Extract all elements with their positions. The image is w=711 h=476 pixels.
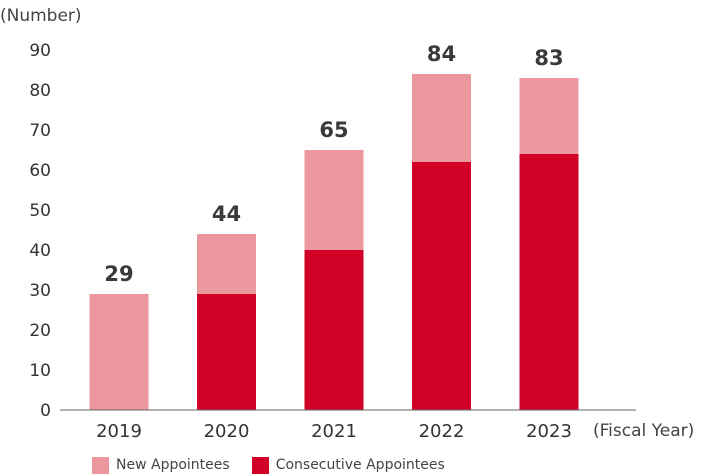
total-labels: 29 44 65 84 83 bbox=[104, 42, 563, 286]
legend-item-new-appointees: New Appointees bbox=[92, 456, 230, 474]
x-tick-label: 2020 bbox=[204, 421, 250, 442]
y-tick-label: 20 bbox=[29, 321, 51, 341]
legend-label-new-appointees: New Appointees bbox=[116, 457, 230, 473]
total-label: 83 bbox=[534, 46, 563, 70]
legend-swatch-consecutive-appointees bbox=[251, 456, 269, 474]
x-axis-label: (Fiscal Year) bbox=[593, 421, 694, 441]
x-tick-label: 2022 bbox=[419, 421, 465, 442]
bar-consecutive-appointees-2020 bbox=[197, 294, 256, 410]
bar-consecutive-appointees-2022 bbox=[412, 162, 471, 410]
bar-new-appointees-2020 bbox=[197, 234, 256, 294]
y-tick-label: 40 bbox=[29, 241, 51, 261]
y-tick-label: 60 bbox=[29, 161, 51, 181]
bars bbox=[89, 74, 579, 410]
legend-item-consecutive-appointees: Consecutive Appointees bbox=[251, 456, 445, 474]
y-axis-label: (Number) bbox=[0, 6, 82, 26]
bar-consecutive-appointees-2023 bbox=[519, 154, 579, 410]
legend-swatch-new-appointees bbox=[92, 456, 109, 474]
bar-new-appointees-2022 bbox=[412, 74, 471, 162]
total-label: 29 bbox=[104, 262, 133, 286]
y-tick-label: 50 bbox=[29, 201, 51, 221]
total-label: 44 bbox=[212, 202, 241, 226]
y-tick-label: 0 bbox=[40, 401, 51, 421]
legend: New Appointees Consecutive Appointees bbox=[92, 455, 467, 475]
bar-new-appointees-2021 bbox=[304, 150, 364, 250]
y-tick-label: 70 bbox=[29, 121, 51, 141]
bar-consecutive-appointees-2021 bbox=[304, 250, 364, 410]
total-label: 84 bbox=[427, 42, 456, 66]
y-tick-label: 90 bbox=[29, 41, 51, 61]
y-tick-labels: 0 10 20 30 40 50 60 70 80 90 bbox=[29, 41, 51, 421]
x-tick-label: 2019 bbox=[96, 421, 142, 442]
x-tick-label: 2021 bbox=[311, 421, 357, 442]
bar-new-appointees-2019 bbox=[89, 294, 149, 410]
y-tick-label: 80 bbox=[29, 81, 51, 101]
x-tick-label: 2023 bbox=[526, 421, 572, 442]
total-label: 65 bbox=[319, 118, 348, 142]
y-tick-label: 30 bbox=[29, 281, 51, 301]
x-tick-labels: 2019 2020 2021 2022 2023 bbox=[96, 421, 572, 442]
y-tick-label: 10 bbox=[29, 361, 51, 381]
legend-label-consecutive-appointees: Consecutive Appointees bbox=[275, 457, 445, 473]
bar-new-appointees-2023 bbox=[519, 78, 579, 154]
